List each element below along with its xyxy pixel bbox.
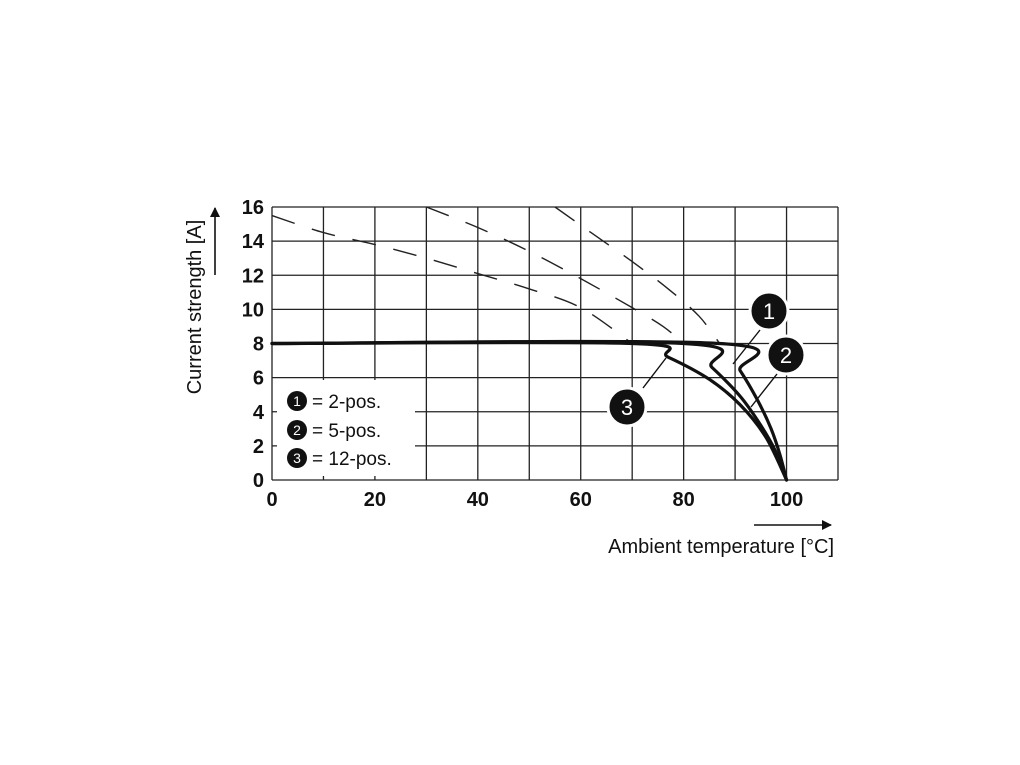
series-3-solid-line — [270, 340, 789, 482]
legend-entry-text: = 2-pos. — [312, 392, 381, 413]
callout-badge-number: 3 — [621, 395, 633, 420]
x-tick-label: 0 — [266, 489, 277, 511]
dashed-curves — [271, 206, 721, 345]
legend-marker-badge — [287, 391, 307, 411]
y-tick-label: 2 — [253, 436, 264, 458]
legend-marker-number: 1 — [293, 393, 301, 409]
y-tick-label: 16 — [242, 197, 264, 219]
legend-marker-number: 3 — [293, 450, 301, 466]
callout-badge — [765, 334, 807, 376]
x-tick-label: 20 — [364, 489, 386, 511]
callout-leader-line — [750, 373, 778, 408]
series-3-dashed-line — [271, 214, 633, 345]
y-axis-label-group: Current strength [A] — [184, 207, 220, 395]
x-tick-label: 60 — [570, 489, 592, 511]
y-tick-label: 0 — [253, 470, 264, 492]
callout-badge — [748, 290, 790, 332]
legend-entry-text: = 5-pos. — [312, 421, 381, 442]
callout-leader-line — [732, 329, 761, 365]
callout-badge-number: 2 — [780, 343, 792, 368]
callout-badge — [606, 386, 648, 428]
callout-badge-number: 1 — [763, 299, 775, 324]
series-1-dashed-line — [554, 206, 721, 344]
solid-curves — [270, 339, 789, 482]
x-tick-label: 100 — [770, 489, 803, 511]
y-tick-label: 6 — [253, 368, 264, 390]
legend-marker-badge — [287, 420, 307, 440]
y-tick-label: 14 — [242, 231, 265, 253]
x-axis-label: Ambient temperature [°C] — [608, 536, 834, 558]
x-axis-label-group: Ambient temperature [°C] — [608, 520, 834, 558]
y-tick-label: 10 — [242, 299, 264, 321]
y-axis-label: Current strength [A] — [184, 220, 206, 395]
x-tick-label: 40 — [467, 489, 489, 511]
x-tick-label: 80 — [673, 489, 695, 511]
y-tick-label: 12 — [242, 265, 264, 287]
legend-marker-number: 2 — [293, 422, 301, 438]
callout-leader-line — [642, 357, 667, 389]
legend-marker-badge — [287, 448, 307, 468]
callouts: 12 3 — [606, 290, 807, 428]
legend-entry-text: = 12-pos. — [312, 449, 392, 470]
series-2-dashed-line — [426, 206, 685, 345]
y-tick-label: 8 — [253, 334, 264, 356]
y-tick-label: 4 — [253, 402, 265, 424]
legend-box: 1 = 2-pos. 2 = 5-pos. 3 = 12-pos. — [277, 380, 415, 476]
